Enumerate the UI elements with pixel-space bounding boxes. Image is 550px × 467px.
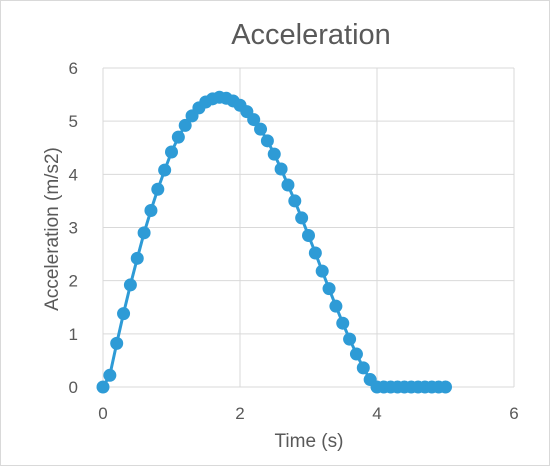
y-tick-label: 2	[69, 272, 78, 291]
data-point	[308, 246, 322, 260]
data-point	[171, 130, 185, 144]
data-point	[110, 336, 124, 350]
data-point	[178, 118, 192, 132]
y-tick-label: 4	[69, 165, 78, 184]
y-axis-label: Acceleration (m/s2)	[42, 147, 63, 311]
x-tick-label: 0	[98, 404, 107, 423]
data-point	[254, 122, 268, 136]
x-tick-label: 6	[509, 404, 518, 423]
x-tick-label: 2	[235, 404, 244, 423]
y-tick-label: 6	[69, 59, 78, 78]
data-point	[96, 380, 110, 394]
data-point	[130, 251, 144, 265]
data-point	[158, 163, 172, 177]
data-point	[329, 299, 343, 313]
data-point	[295, 211, 309, 225]
tick-labels: 0 1 2 3 4 5 6 0 2 4 6	[69, 59, 519, 423]
data-point	[117, 307, 131, 321]
data-point	[439, 380, 452, 394]
data-point	[144, 203, 158, 217]
series-acceleration	[96, 90, 452, 394]
data-point	[336, 316, 350, 330]
data-point	[137, 226, 151, 240]
data-point	[343, 332, 357, 346]
data-point	[274, 162, 288, 176]
chart-title: Acceleration	[231, 19, 391, 51]
y-tick-label: 3	[69, 219, 78, 238]
data-point	[267, 147, 281, 161]
data-point	[151, 182, 165, 196]
data-point	[281, 178, 295, 192]
data-point	[103, 368, 117, 382]
data-point	[322, 282, 336, 296]
y-tick-label: 1	[69, 325, 78, 344]
y-tick-label: 5	[69, 112, 78, 131]
x-tick-label: 4	[372, 404, 381, 423]
gridlines	[102, 67, 515, 388]
y-tick-label: 0	[69, 378, 78, 397]
data-point	[315, 264, 329, 278]
data-point	[356, 361, 370, 375]
data-point	[288, 194, 302, 208]
data-point	[260, 134, 274, 148]
series-line	[101, 95, 446, 389]
data-point	[247, 113, 261, 127]
data-point	[349, 347, 363, 361]
data-point	[302, 228, 315, 242]
x-axis-label: Time (s)	[275, 431, 344, 452]
data-point	[123, 278, 137, 292]
data-point	[165, 145, 178, 159]
